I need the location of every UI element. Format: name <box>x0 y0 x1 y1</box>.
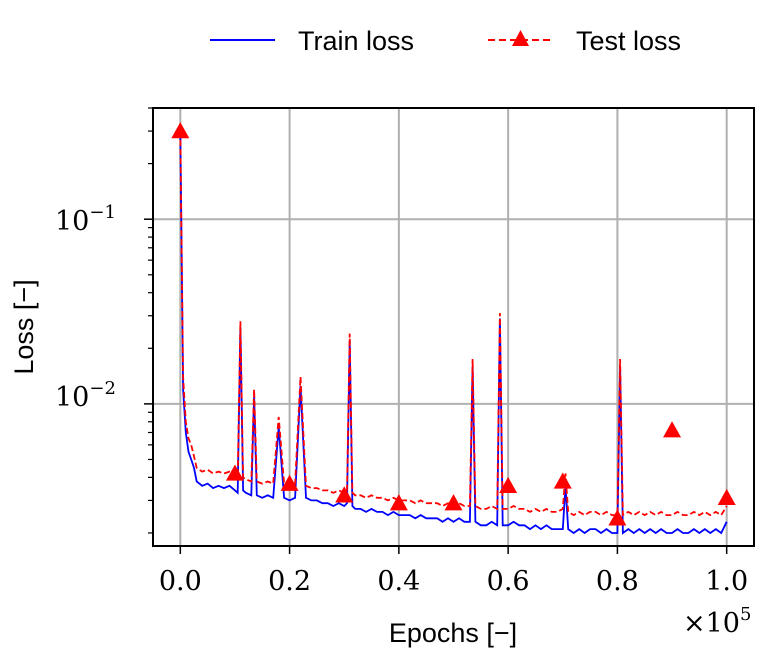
test-loss-marker <box>608 509 627 526</box>
x-axis-ticks: 0.0 0.2 0.4 0.6 0.8 1.0 <box>159 546 748 597</box>
train-loss-series <box>179 131 728 535</box>
legend-test-label: Test loss <box>576 26 681 56</box>
test-loss-marker <box>717 488 736 506</box>
test-loss-marker <box>280 474 299 491</box>
test-loss-marker <box>499 476 518 494</box>
test-loss-marker <box>389 494 408 511</box>
test-loss-series <box>179 131 728 517</box>
test-loss-line <box>179 131 728 517</box>
x-tick-label: 0.6 <box>487 566 530 597</box>
test-loss-marker <box>553 472 572 489</box>
x-tick-label: 0.8 <box>596 566 639 597</box>
legend-test-marker <box>512 30 529 46</box>
y-tick-label-1e-2: 10−2 <box>55 378 116 413</box>
y-tick-label-1e-1: 10−1 <box>55 202 116 237</box>
legend-train-label: Train loss <box>298 26 414 56</box>
x-tick-label: 0.2 <box>268 566 311 597</box>
test-loss-marker <box>444 494 463 511</box>
y-axis-ticks <box>144 107 153 534</box>
x-tick-label: 0.0 <box>159 566 202 597</box>
test-loss-marker <box>335 486 354 503</box>
x-scale-offset: ×105 <box>683 604 751 639</box>
x-tick-label: 1.0 <box>705 566 748 597</box>
x-axis-label: Epochs [−] <box>389 618 517 648</box>
test-loss-marker <box>663 421 682 438</box>
test-loss-marker <box>171 122 190 139</box>
test-loss-marker <box>225 464 244 481</box>
train-loss-line <box>179 131 728 535</box>
y-axis-label: Loss [−] <box>9 279 39 374</box>
plot-frame <box>152 107 755 547</box>
test-loss-markers <box>171 122 736 526</box>
x-tick-label: 0.4 <box>377 566 420 597</box>
legend: Train loss Test loss <box>210 26 681 56</box>
